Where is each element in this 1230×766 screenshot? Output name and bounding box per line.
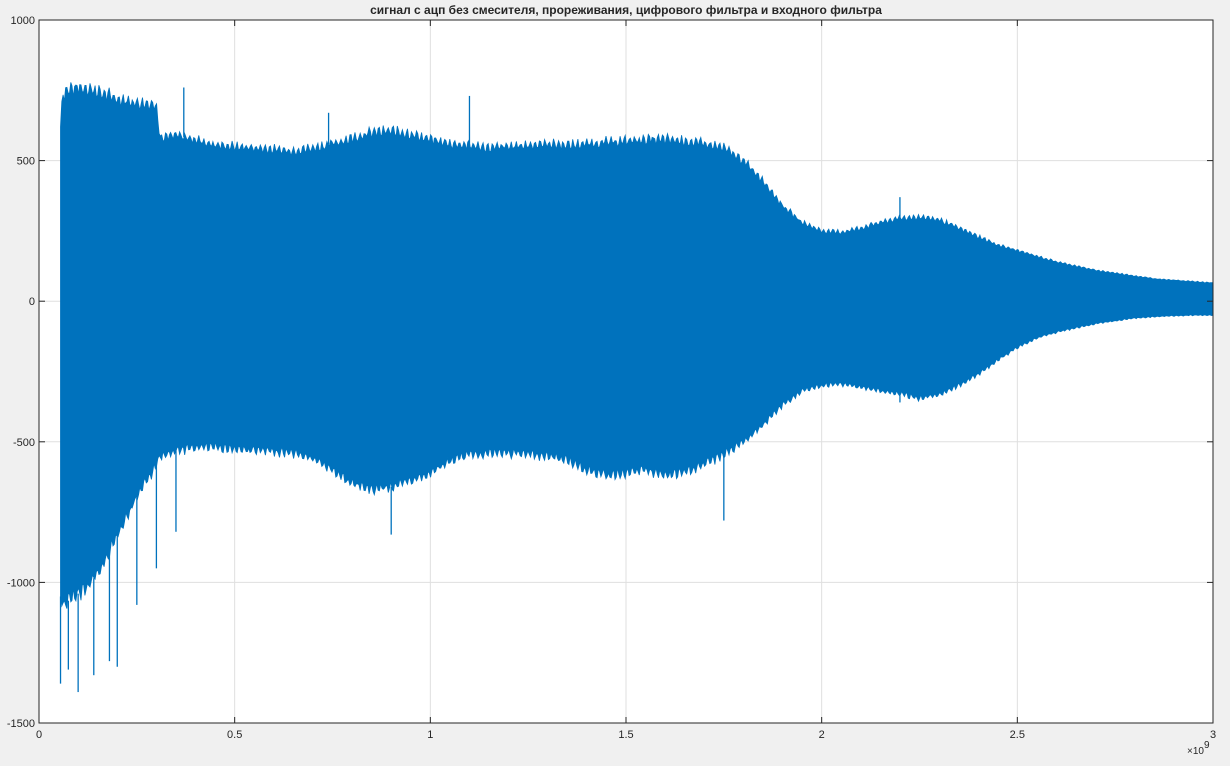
y-tick-label: 1000 xyxy=(11,15,35,27)
y-tick-label: 500 xyxy=(17,156,35,168)
ticks: 0 0.5 1 1.5 2 2.5 3 -1500 -1000 -500 0 500 1000 xyxy=(7,15,1216,741)
x-exponent-label: ×10 xyxy=(1187,746,1204,757)
x-tick-label: 0.5 xyxy=(227,729,242,741)
x-tick-label: 2 xyxy=(819,729,825,741)
x-exponent-power: 9 xyxy=(1204,740,1210,751)
y-tick-label: -500 xyxy=(13,437,35,449)
y-tick-label: -1000 xyxy=(7,577,35,589)
x-tick-label: 2.5 xyxy=(1010,729,1025,741)
x-tick-label: 0 xyxy=(36,729,42,741)
x-tick-label: 1 xyxy=(427,729,433,741)
y-tick-label: -1500 xyxy=(7,718,35,730)
chart-title: сигнал с ацп без смесителя, прореживания… xyxy=(370,3,882,17)
x-tick-label: 1.5 xyxy=(618,729,633,741)
y-tick-label: 0 xyxy=(29,296,35,308)
x-tick-label: 3 xyxy=(1210,729,1216,741)
